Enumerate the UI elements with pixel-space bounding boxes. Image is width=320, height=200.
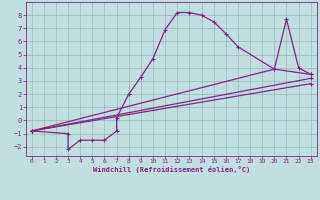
X-axis label: Windchill (Refroidissement éolien,°C): Windchill (Refroidissement éolien,°C) xyxy=(92,166,250,173)
